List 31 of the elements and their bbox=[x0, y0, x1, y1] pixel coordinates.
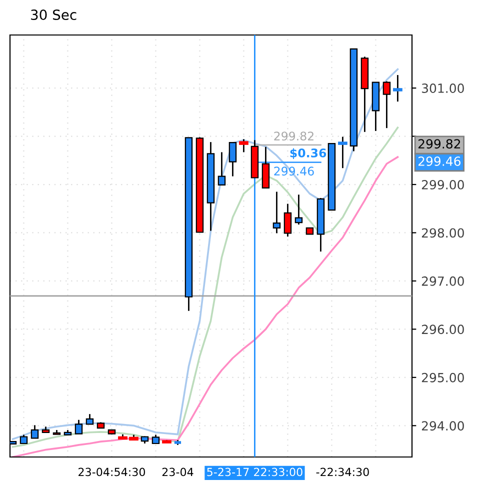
text: 299.82 bbox=[418, 139, 460, 149]
candlestick bbox=[228, 142, 237, 178]
candlestick bbox=[284, 203, 292, 238]
y-tick-label: 298.00 bbox=[422, 228, 464, 238]
y-tick-label: 296.00 bbox=[422, 324, 464, 334]
y-tick-label: 299.00 bbox=[422, 180, 464, 190]
ref-line-label: 299.82 bbox=[274, 132, 314, 141]
candlestick bbox=[382, 80, 391, 129]
x-tick-label: 5-23-17 22:33:00 bbox=[207, 468, 302, 476]
y-tick-label: 295.00 bbox=[422, 372, 464, 382]
ref-line-label: 299.46 bbox=[274, 166, 314, 176]
candlestick bbox=[338, 136, 348, 169]
candlestick bbox=[30, 424, 39, 439]
candlestick bbox=[152, 434, 160, 445]
annotation: $0.36 bbox=[290, 148, 326, 159]
y-tick-label: 297.00 bbox=[422, 276, 464, 286]
x-tick-label: 23-04:54:30 bbox=[78, 468, 146, 476]
text: 299.46 bbox=[418, 156, 461, 166]
line-series bbox=[12, 68, 399, 440]
candlestick bbox=[239, 138, 248, 153]
y-tick-label: 294.00 bbox=[422, 421, 464, 431]
candlestick bbox=[74, 419, 83, 435]
candlestick bbox=[218, 152, 226, 186]
chart-title: 30 Sec bbox=[31, 10, 76, 20]
x-tick-label: -22:34:30 bbox=[316, 468, 369, 476]
candlestick bbox=[393, 74, 402, 102]
candlestick bbox=[272, 191, 281, 234]
candlestick bbox=[294, 194, 303, 226]
x-tick-label: 23-04 bbox=[162, 468, 194, 476]
y-tick-label: 301.00 bbox=[422, 84, 464, 93]
candlestick bbox=[86, 413, 94, 425]
